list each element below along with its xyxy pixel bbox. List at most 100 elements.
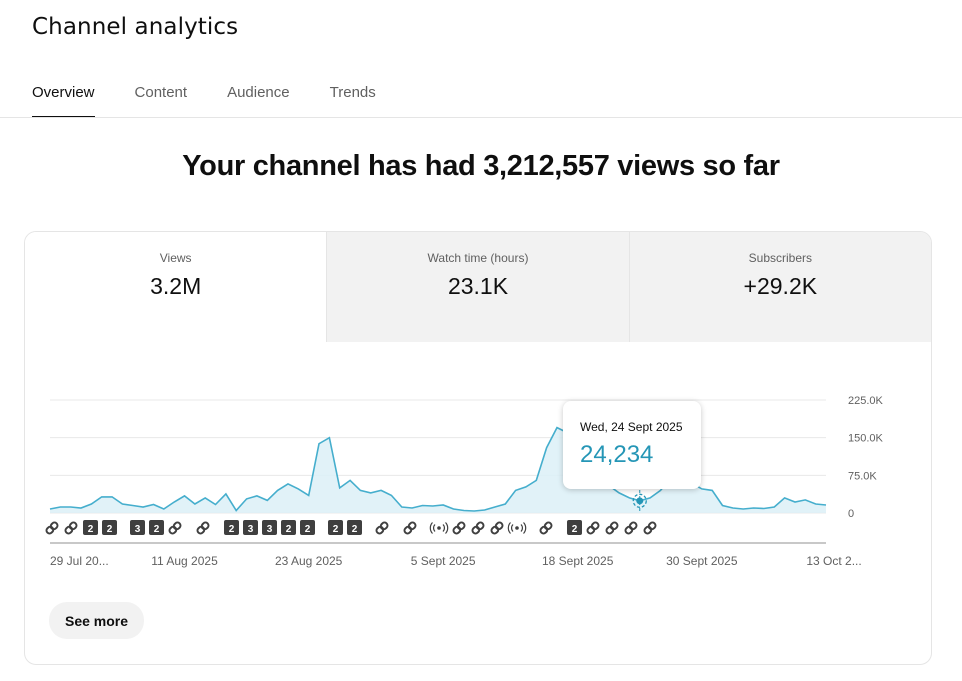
x-tick-label: 11 Aug 2025 <box>151 554 218 568</box>
tooltip-date: Wed, 24 Sept 2025 <box>580 420 683 434</box>
highlight-point-ring <box>632 493 647 508</box>
event-count-label: 2 <box>107 524 113 535</box>
link-icon-part <box>172 521 182 531</box>
link-icon-part <box>543 521 553 531</box>
x-tick-label: 13 Oct 2... <box>806 554 861 568</box>
live-icon <box>429 522 449 534</box>
live-icon-part <box>437 526 441 530</box>
live-icon-part <box>507 522 527 534</box>
metric-value: +29.2K <box>743 273 818 299</box>
event-count-label: 2 <box>154 524 160 535</box>
y-tick-label: 225.0K <box>848 395 884 407</box>
live-icon-part <box>429 522 449 534</box>
link-icon-part <box>407 521 417 531</box>
link-icon-part <box>590 521 600 531</box>
tooltip-value: 24,234 <box>580 441 654 468</box>
live-icon-part <box>511 524 523 532</box>
x-tick-label: 29 Jul 20... <box>50 554 109 568</box>
event-count-marker <box>567 520 582 535</box>
event-count-label: 3 <box>267 524 273 535</box>
event-count-marker <box>281 520 296 535</box>
link-icon <box>45 521 59 535</box>
tab-overview[interactable]: Overview <box>32 82 95 118</box>
chart-tooltip: Wed, 24 Sept 2025 24,234 <box>563 401 701 489</box>
x-tick-label: 23 Aug 2025 <box>275 554 343 568</box>
tab-bar: Overview Content Audience Trends <box>32 82 416 118</box>
live-icon-part <box>433 524 445 532</box>
link-icon-part <box>475 521 485 531</box>
link-icon-part <box>609 521 619 531</box>
y-tick-label: 150.0K <box>848 433 884 445</box>
metric-label: Subscribers <box>748 251 812 265</box>
x-tick-label: 18 Sept 2025 <box>542 554 614 568</box>
link-icon-part <box>68 521 78 531</box>
link-icon <box>168 521 182 535</box>
event-count-label: 2 <box>333 524 339 535</box>
link-icon <box>452 521 466 535</box>
metric-label: Views <box>159 251 192 265</box>
event-count-marker <box>149 520 164 535</box>
link-icon <box>643 521 657 535</box>
event-count-label: 3 <box>248 524 254 535</box>
event-count-label: 2 <box>229 524 235 535</box>
link-icon-part <box>494 521 504 531</box>
highlight-point <box>636 497 644 505</box>
event-count-marker <box>224 520 239 535</box>
metric-tab-subscribers[interactable]: Subscribers +29.2K <box>628 232 931 342</box>
views-area <box>50 427 826 513</box>
live-icon <box>507 522 527 534</box>
metric-label: Watch time (hours) <box>427 251 529 265</box>
tabs-divider <box>0 117 962 118</box>
live-icon-part <box>515 526 519 530</box>
metric-tab-views[interactable]: Views 3.2M <box>25 232 327 342</box>
tab-audience[interactable]: Audience <box>227 84 290 101</box>
y-tick-label: 0 <box>848 508 854 520</box>
page-title: Channel analytics <box>32 14 239 40</box>
link-icon <box>624 521 638 535</box>
link-icon <box>490 521 504 535</box>
link-icon-part <box>379 521 389 531</box>
event-count-label: 3 <box>135 524 141 535</box>
event-markers: 2 2 3 2 2 3 3 2 2 2 2 2 <box>45 520 657 535</box>
event-count-marker <box>300 520 315 535</box>
metric-value: 3.2M <box>150 273 202 299</box>
link-icon <box>586 521 600 535</box>
event-count-marker <box>328 520 343 535</box>
views-chart[interactable]: 225.0K 150.0K 75.0K 0 2 2 3 2 2 3 3 2 2 2 2 2 29 Jul 2… <box>25 342 931 592</box>
event-count-marker <box>130 520 145 535</box>
event-count-label: 2 <box>88 524 94 535</box>
see-more-button[interactable]: See more <box>49 602 145 639</box>
link-icon <box>539 521 553 535</box>
link-icon-part <box>49 521 59 531</box>
metric-tab-watch-time[interactable]: Watch time (hours) 23.1K <box>326 232 629 342</box>
link-icon-part <box>647 521 657 531</box>
event-count-marker <box>262 520 277 535</box>
link-icon <box>196 521 210 535</box>
tab-content[interactable]: Content <box>134 84 188 101</box>
event-count-marker <box>83 520 98 535</box>
link-icon <box>375 521 389 535</box>
metric-value: 23.1K <box>447 273 509 299</box>
link-icon-part <box>456 521 466 531</box>
event-count-label: 2 <box>305 524 311 535</box>
total-views-headline: Your channel has had 3,212,557 views so … <box>182 150 780 182</box>
link-icon <box>471 521 485 535</box>
y-axis-ticks: 225.0K 150.0K 75.0K 0 <box>848 395 884 520</box>
link-icon-part <box>628 521 638 531</box>
x-tick-label: 5 Sept 2025 <box>411 554 476 568</box>
event-count-marker <box>243 520 258 535</box>
event-count-marker <box>102 520 117 535</box>
event-count-label: 2 <box>352 524 358 535</box>
metric-tabs: Views 3.2M Watch time (hours) 23.1K Subs… <box>25 232 931 342</box>
link-icon <box>64 521 78 535</box>
event-count-marker <box>347 520 362 535</box>
x-tick-label: 30 Sept 2025 <box>666 554 738 568</box>
link-icon-part <box>200 521 210 531</box>
y-tick-label: 75.0K <box>848 470 877 482</box>
link-icon <box>605 521 619 535</box>
tab-trends[interactable]: Trends <box>329 84 376 101</box>
analytics-card: Views 3.2M Watch time (hours) 23.1K Subs… <box>24 231 932 665</box>
link-icon <box>403 521 417 535</box>
event-count-label: 2 <box>572 524 578 535</box>
event-count-label: 2 <box>286 524 292 535</box>
